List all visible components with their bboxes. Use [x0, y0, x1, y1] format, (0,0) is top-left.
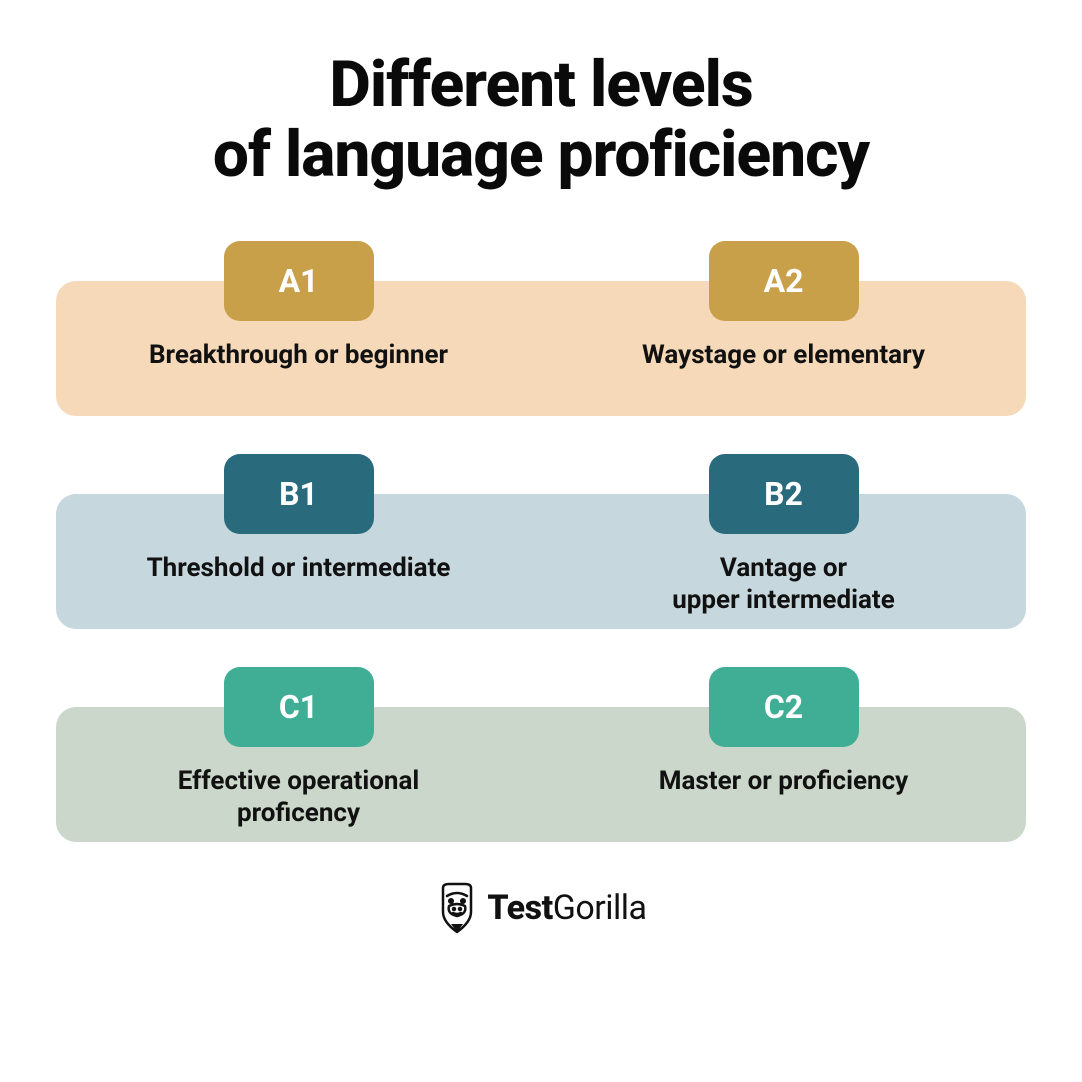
- level-cell-c2: C2 Master or proficiency: [541, 667, 1026, 842]
- gorilla-icon: [435, 882, 479, 934]
- level-badge-b1: B1: [224, 454, 374, 534]
- level-desc-c2: Master or proficiency: [659, 765, 908, 798]
- logo-text-bold: Test: [487, 888, 552, 928]
- level-cell-a2: A2 Waystage or elementary: [541, 241, 1026, 416]
- levels-container: A1 Breakthrough or beginner A2 Waystage …: [56, 241, 1026, 842]
- level-badge-a1: A1: [224, 241, 374, 321]
- level-cell-a1: A1 Breakthrough or beginner: [56, 241, 541, 416]
- page-title: Different levels of language proficiency: [213, 50, 869, 191]
- level-row-c: C1 Effective operational proficency C2 M…: [56, 667, 1026, 842]
- logo-text-light: Gorilla: [553, 888, 647, 928]
- level-badge-c2: C2: [709, 667, 859, 747]
- level-cell-b1: B1 Threshold or intermediate: [56, 454, 541, 629]
- level-cell-b2: B2 Vantage or upper intermediate: [541, 454, 1026, 629]
- level-desc-a1: Breakthrough or beginner: [149, 339, 448, 372]
- logo-text: TestGorilla: [487, 888, 646, 928]
- level-row-b: B1 Threshold or intermediate B2 Vantage …: [56, 454, 1026, 629]
- footer-logo: TestGorilla: [435, 882, 646, 934]
- level-desc-a2: Waystage or elementary: [642, 339, 925, 372]
- level-cell-c1: C1 Effective operational proficency: [56, 667, 541, 842]
- level-desc-b2: Vantage or upper intermediate: [672, 552, 895, 617]
- level-badge-b2: B2: [709, 454, 859, 534]
- level-row-a: A1 Breakthrough or beginner A2 Waystage …: [56, 241, 1026, 416]
- level-desc-b1: Threshold or intermediate: [147, 552, 451, 585]
- level-badge-c1: C1: [224, 667, 374, 747]
- level-desc-c1: Effective operational proficency: [178, 765, 420, 830]
- level-badge-a2: A2: [709, 241, 859, 321]
